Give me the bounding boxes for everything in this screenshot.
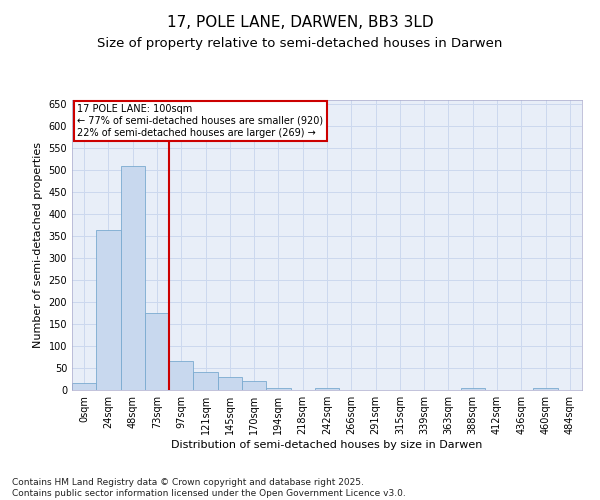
- Bar: [266, 388, 290, 390]
- Bar: [96, 230, 121, 390]
- Bar: [121, 166, 145, 390]
- Bar: [218, 377, 242, 390]
- Text: Contains HM Land Registry data © Crown copyright and database right 2025.
Contai: Contains HM Land Registry data © Crown c…: [12, 478, 406, 498]
- Text: 17, POLE LANE, DARWEN, BB3 3LD: 17, POLE LANE, DARWEN, BB3 3LD: [167, 15, 433, 30]
- Bar: [315, 388, 339, 390]
- Bar: [193, 372, 218, 390]
- Text: Size of property relative to semi-detached houses in Darwen: Size of property relative to semi-detach…: [97, 38, 503, 51]
- Text: 17 POLE LANE: 100sqm
← 77% of semi-detached houses are smaller (920)
22% of semi: 17 POLE LANE: 100sqm ← 77% of semi-detac…: [77, 104, 323, 138]
- Bar: [533, 388, 558, 390]
- Bar: [242, 381, 266, 390]
- Bar: [72, 384, 96, 390]
- Bar: [461, 388, 485, 390]
- Bar: [145, 313, 169, 390]
- X-axis label: Distribution of semi-detached houses by size in Darwen: Distribution of semi-detached houses by …: [172, 440, 482, 450]
- Bar: [169, 362, 193, 390]
- Y-axis label: Number of semi-detached properties: Number of semi-detached properties: [33, 142, 43, 348]
